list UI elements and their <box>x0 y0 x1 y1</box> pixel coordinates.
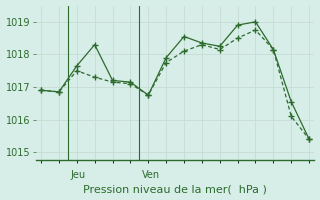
Text: Ven: Ven <box>142 170 160 180</box>
Text: Jeu: Jeu <box>71 170 86 180</box>
X-axis label: Pression niveau de la mer(  hPa ): Pression niveau de la mer( hPa ) <box>83 184 267 194</box>
